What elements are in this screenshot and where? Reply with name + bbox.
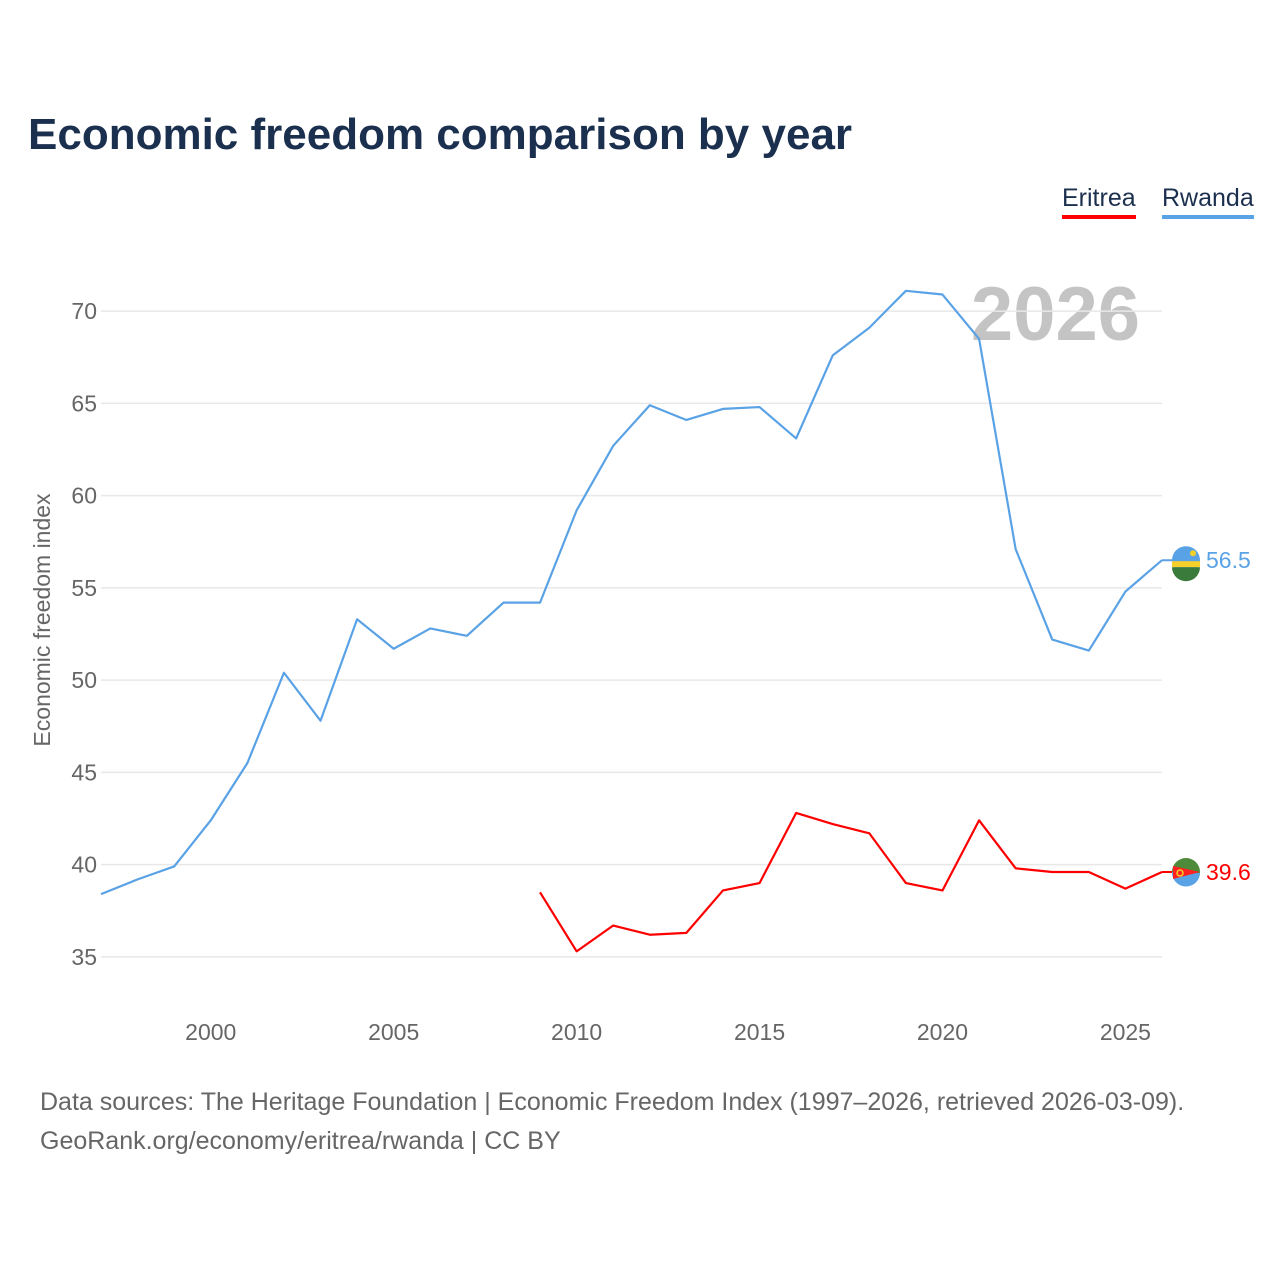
y-tick-label: 45	[71, 759, 97, 785]
footer-credit: GeoRank.org/economy/eritrea/rwanda | CC …	[40, 1127, 561, 1155]
y-tick-label: 65	[71, 390, 97, 416]
legend-eritrea[interactable]: Eritrea	[1062, 184, 1136, 219]
eritrea-flag-emblem	[1176, 869, 1184, 877]
rwanda-flag-stripe	[1172, 561, 1200, 568]
footer-sources: Data sources: The Heritage Foundation | …	[40, 1088, 1185, 1116]
legend-rwanda[interactable]: Rwanda	[1162, 184, 1254, 219]
x-tick-label: 2020	[917, 1019, 968, 1045]
end-value-label-rwanda: 56.5	[1206, 547, 1251, 573]
series-line-eritrea	[539, 811, 1163, 953]
chart-title: Economic freedom comparison by year	[28, 110, 853, 159]
y-axis-label: Economic freedom index	[29, 493, 55, 747]
y-tick-label: 60	[71, 483, 97, 509]
series-line-rwanda	[100, 289, 1163, 896]
year-watermark: 2026	[971, 272, 1140, 357]
x-tick-label: 2005	[368, 1019, 419, 1045]
y-tick-label: 55	[71, 575, 97, 601]
y-tick-label: 50	[71, 667, 97, 693]
x-tick-label: 2010	[551, 1019, 602, 1045]
x-tick-label: 2025	[1100, 1019, 1151, 1045]
y-tick-label: 70	[71, 298, 97, 324]
rwanda-flag-sun	[1190, 550, 1196, 557]
rwanda-flag-stripe	[1172, 567, 1200, 582]
y-tick-label: 35	[71, 944, 97, 970]
y-tick-label: 40	[71, 852, 97, 878]
end-value-label-eritrea: 39.6	[1206, 859, 1251, 885]
x-tick-label: 2015	[734, 1019, 785, 1045]
x-tick-label: 2000	[185, 1019, 236, 1045]
